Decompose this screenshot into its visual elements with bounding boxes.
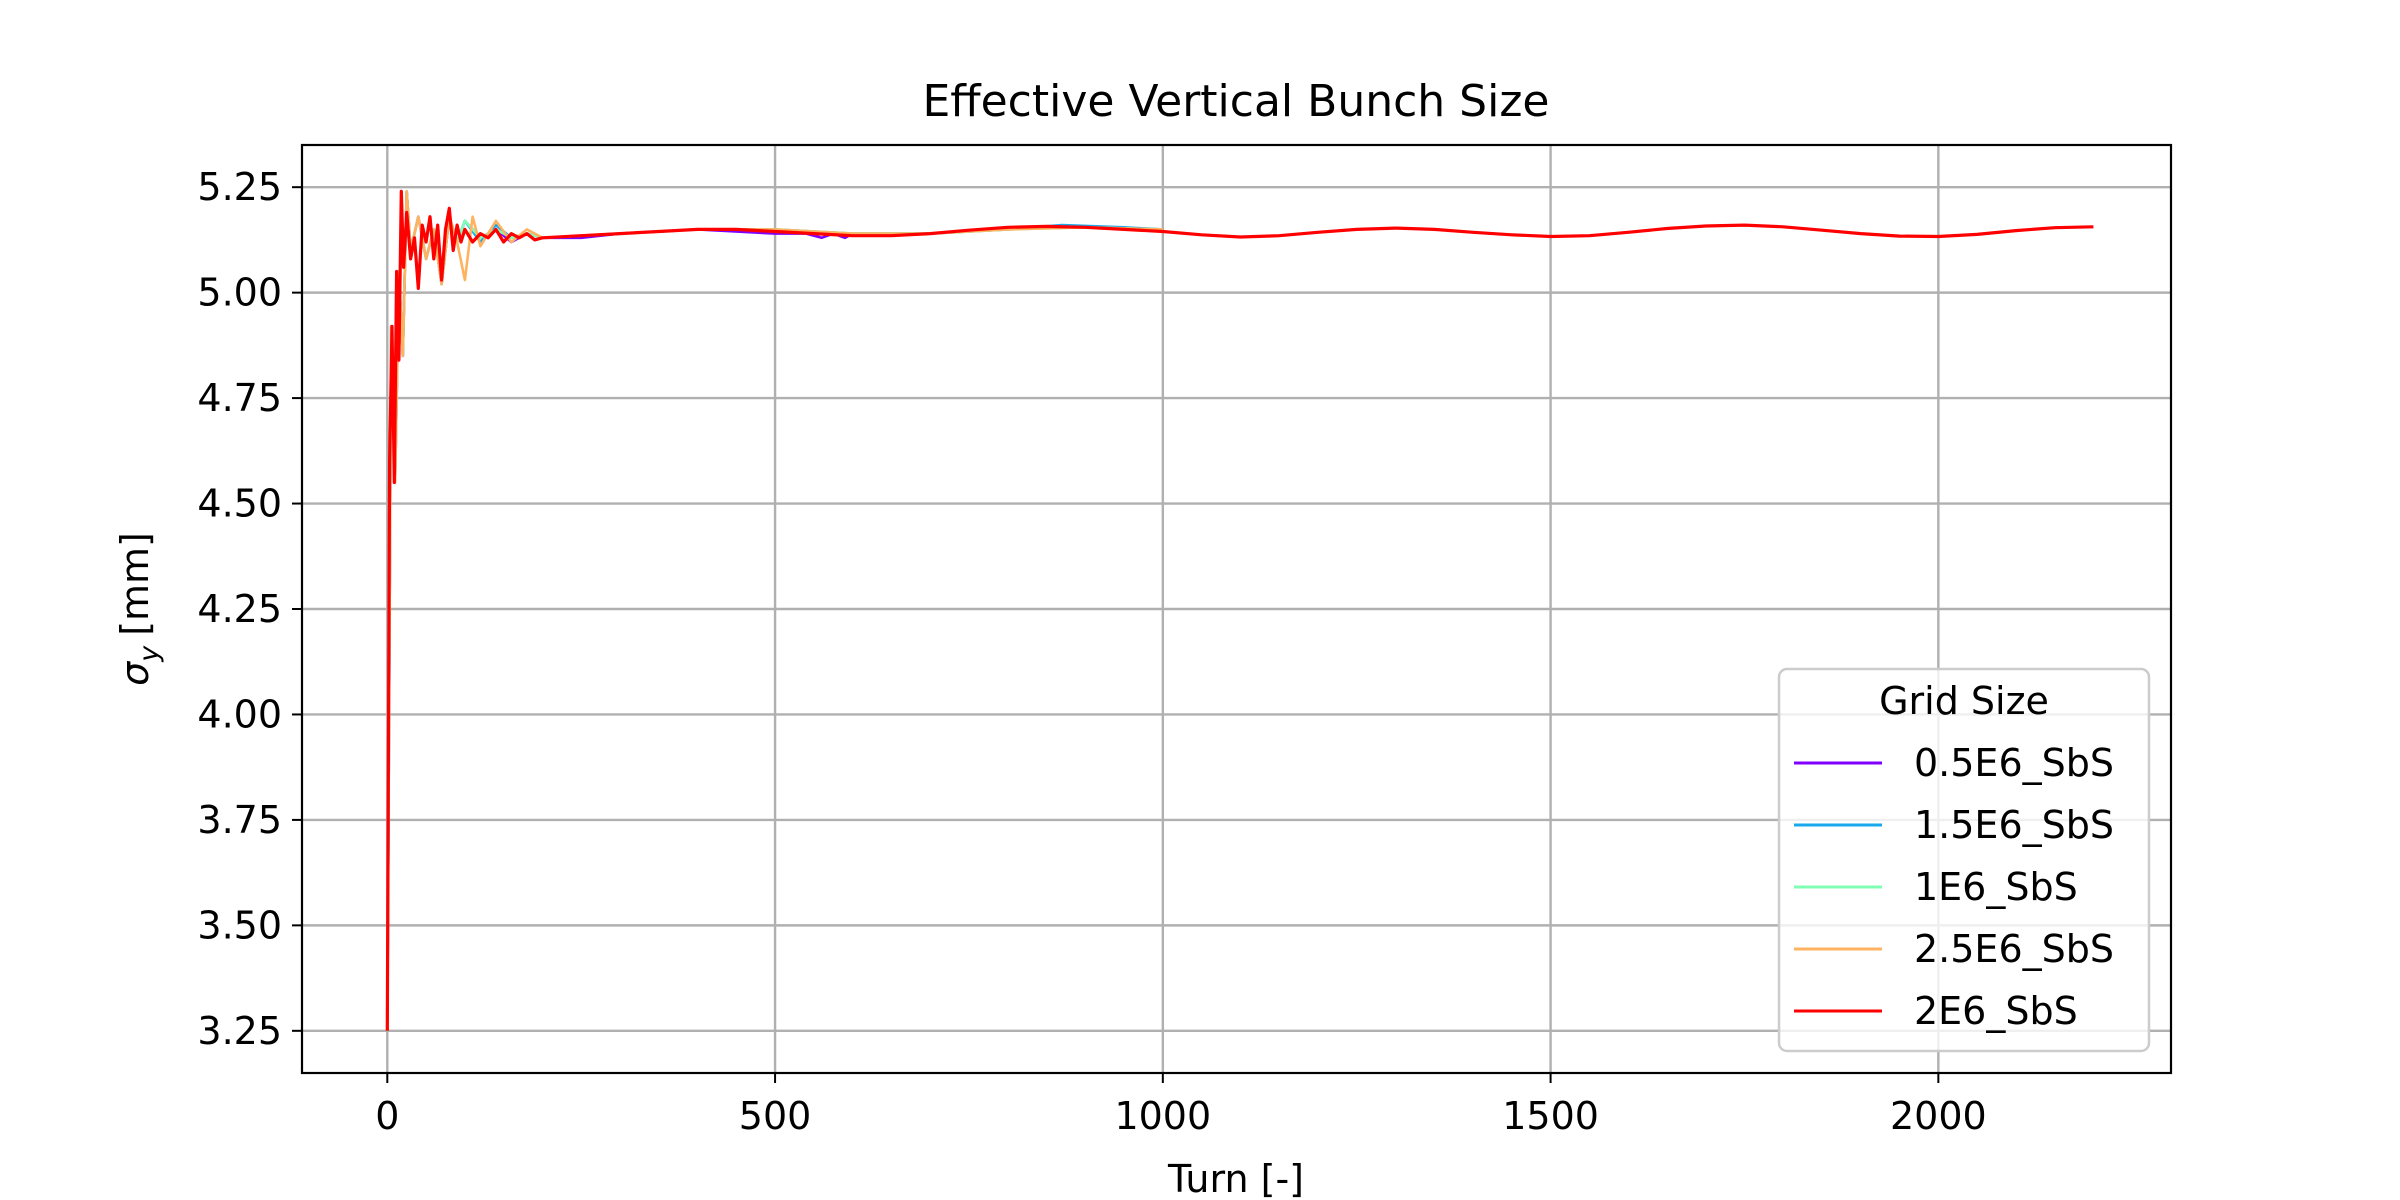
x-tick-label: 2000 [1890,1094,1987,1138]
y-tick-label: 4.75 [197,376,282,420]
y-axis-label-symbol: σ [113,660,157,686]
x-tick-label: 0 [375,1094,399,1138]
legend: Grid Size 0.5E6_SbS 1.5E6_SbS 1E6_SbS 2.5E6… [1777,667,2151,1053]
legend-title: Grid Size [1879,679,2049,723]
x-axis-label: Turn [-] [1167,1157,1304,1200]
series-line-2E6_SbS [385,189,2094,1031]
x-tick-label: 1500 [1502,1094,1599,1138]
x-tick-label: 1000 [1114,1094,1211,1138]
legend-label: 0.5E6_SbS [1914,741,2114,785]
x-ticks: 0 500 1000 1500 2000 [375,1073,1987,1138]
legend-label: 1.5E6_SbS [1914,803,2114,847]
y-axis-label-subscript: y [134,645,165,663]
chart-title: Effective Vertical Bunch Size [923,76,1550,127]
y-tick-label: 3.25 [197,1009,282,1053]
y-tick-label: 3.75 [197,798,282,842]
y-tick-label: 3.50 [197,903,282,947]
y-tick-label: 4.25 [197,587,282,631]
series-line-2.5E6_SbS [386,190,1163,1031]
legend-label: 2.5E6_SbS [1914,927,2114,971]
series-layer [385,189,2094,1031]
y-tick-label: 5.25 [197,165,282,209]
y-axis-label-unit: [mm] [113,532,157,636]
legend-label: 2E6_SbS [1914,989,2078,1033]
legend-label: 1E6_SbS [1914,865,2078,909]
y-axis-label: σy [mm] [113,532,165,686]
y-ticks: 3.25 3.50 3.75 4.00 4.25 4.50 4.75 5.00 5.25 [197,165,302,1053]
legend-entries: 0.5E6_SbS 1.5E6_SbS 1E6_SbS 2.5E6_SbS 2E6_Sb… [1794,741,2114,1033]
y-tick-label: 4.00 [197,692,282,736]
y-tick-label: 5.00 [197,271,282,315]
x-tick-label: 500 [739,1094,812,1138]
y-tick-label: 4.50 [197,482,282,526]
